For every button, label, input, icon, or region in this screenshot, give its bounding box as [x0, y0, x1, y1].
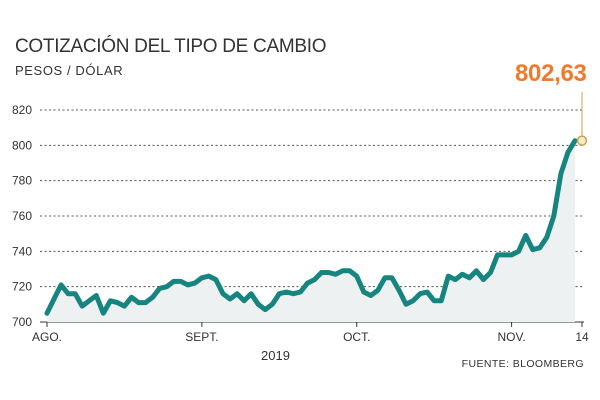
y-tick-label-820: 820 [12, 103, 32, 117]
x-tick-label-4: 14 [575, 330, 589, 344]
series-area [47, 140, 575, 322]
source-label: FUENTE: BLOOMBERG [461, 358, 584, 370]
line-layer [44, 138, 578, 316]
y-tick-label-700: 700 [12, 315, 32, 329]
y-tick-label-740: 740 [12, 244, 32, 258]
year-label: 2019 [261, 348, 290, 363]
y-tick-label-760: 760 [12, 209, 32, 223]
chart-subtitle: PESOS / DÓLAR [15, 63, 124, 78]
chart-title: COTIZACIÓN DEL TIPO DE CAMBIO [15, 36, 327, 57]
y-tick-label-800: 800 [12, 138, 32, 152]
y-axis-ticks: 700 720 740 760 780 800 820 [12, 103, 32, 329]
series-line [44, 138, 578, 316]
x-tick-label-1: SEPT. [185, 330, 218, 344]
area-layer [47, 140, 575, 322]
annotation-marker-0 [576, 135, 588, 146]
last-value-label: 802,63 [515, 60, 587, 87]
x-tick-label-2: OCT. [343, 330, 370, 344]
x-axis-ticks: AGO. SEPT. OCT. NOV. 14 [32, 322, 589, 344]
y-tick-label-720: 720 [12, 280, 32, 294]
x-tick-label-3: NOV. [497, 330, 525, 344]
x-tick-label-0: AGO. [32, 330, 62, 344]
y-tick-label-780: 780 [12, 174, 32, 188]
annotation-layer [576, 92, 588, 146]
